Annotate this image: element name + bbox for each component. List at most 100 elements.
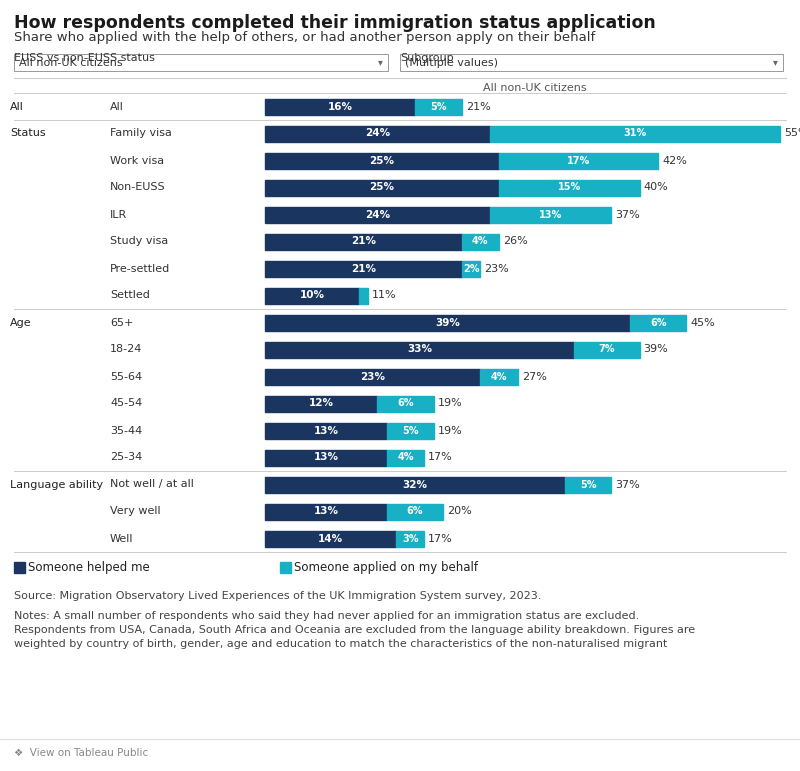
Bar: [265, 288, 358, 304]
Text: 17%: 17%: [567, 156, 590, 166]
Bar: [490, 207, 611, 223]
Text: Subgroup: Subgroup: [400, 53, 454, 63]
Text: 23%: 23%: [360, 372, 385, 382]
Bar: [462, 234, 499, 250]
Bar: [265, 180, 499, 196]
Bar: [396, 530, 424, 547]
Bar: [265, 423, 386, 439]
Text: Someone helped me: Someone helped me: [28, 561, 150, 574]
Text: Study visa: Study visa: [110, 237, 168, 247]
Text: 3%: 3%: [402, 534, 418, 544]
FancyBboxPatch shape: [14, 54, 388, 71]
Text: Non-EUSS: Non-EUSS: [110, 183, 166, 193]
Text: 11%: 11%: [372, 291, 397, 301]
Text: 45%: 45%: [690, 318, 715, 328]
Text: 6%: 6%: [650, 318, 666, 328]
Text: All: All: [110, 102, 124, 112]
Bar: [415, 99, 462, 115]
FancyBboxPatch shape: [400, 54, 783, 71]
Text: 40%: 40%: [643, 183, 668, 193]
Text: 2%: 2%: [462, 264, 479, 274]
Bar: [265, 207, 490, 223]
Text: 25-34: 25-34: [110, 453, 142, 463]
Text: 24%: 24%: [365, 129, 390, 139]
Text: All: All: [10, 102, 24, 112]
Text: 5%: 5%: [402, 426, 418, 436]
Text: 35-44: 35-44: [110, 426, 142, 436]
Bar: [565, 476, 611, 493]
Text: 42%: 42%: [662, 156, 687, 166]
Text: 13%: 13%: [314, 453, 338, 463]
Text: All non-UK citizens: All non-UK citizens: [483, 83, 587, 93]
Bar: [386, 449, 424, 466]
Text: 5%: 5%: [430, 102, 446, 112]
Bar: [378, 396, 434, 412]
Text: Language ability: Language ability: [10, 480, 103, 490]
Text: 12%: 12%: [309, 399, 334, 409]
Text: 14%: 14%: [318, 534, 343, 544]
Bar: [574, 342, 639, 358]
Text: Someone applied on my behalf: Someone applied on my behalf: [294, 561, 478, 574]
Text: 7%: 7%: [598, 345, 615, 355]
Text: 39%: 39%: [435, 318, 460, 328]
Text: Work visa: Work visa: [110, 156, 164, 166]
Bar: [280, 561, 291, 573]
Text: Family visa: Family visa: [110, 129, 172, 139]
Text: 37%: 37%: [615, 480, 640, 490]
Text: 4%: 4%: [398, 453, 414, 463]
Text: 21%: 21%: [466, 102, 490, 112]
Text: Well: Well: [110, 534, 134, 544]
Text: 13%: 13%: [314, 426, 338, 436]
Text: 21%: 21%: [351, 237, 376, 247]
Text: All non-UK citizens: All non-UK citizens: [19, 58, 122, 68]
Text: 17%: 17%: [428, 453, 453, 463]
Text: 5%: 5%: [580, 480, 596, 490]
Text: 13%: 13%: [539, 210, 562, 220]
Bar: [265, 99, 415, 115]
Bar: [265, 234, 462, 250]
Text: 55-64: 55-64: [110, 372, 142, 382]
Bar: [499, 153, 658, 169]
Text: Settled: Settled: [110, 291, 150, 301]
Text: 16%: 16%: [327, 102, 353, 112]
Text: 32%: 32%: [402, 480, 427, 490]
Bar: [490, 126, 780, 142]
Text: 15%: 15%: [558, 183, 581, 193]
Bar: [386, 423, 434, 439]
Text: (Multiple values): (Multiple values): [405, 58, 498, 68]
Bar: [265, 153, 499, 169]
Text: 27%: 27%: [522, 372, 546, 382]
Text: ▾: ▾: [378, 58, 382, 68]
Text: weighted by country of birth, gender, age and education to match the characteris: weighted by country of birth, gender, ag…: [14, 639, 667, 649]
Bar: [358, 288, 368, 304]
Bar: [265, 315, 630, 331]
Text: Notes: A small number of respondents who said they had never applied for an immi: Notes: A small number of respondents who…: [14, 611, 639, 621]
Text: ILR: ILR: [110, 210, 127, 220]
Text: 17%: 17%: [428, 534, 453, 544]
Bar: [265, 449, 386, 466]
Text: 6%: 6%: [406, 507, 423, 517]
Text: 4%: 4%: [472, 237, 489, 247]
Text: 6%: 6%: [398, 399, 414, 409]
Text: 19%: 19%: [438, 399, 462, 409]
Text: 20%: 20%: [447, 507, 472, 517]
Bar: [265, 369, 480, 385]
Text: Source: Migration Observatory Lived Experiences of the UK Immigration System sur: Source: Migration Observatory Lived Expe…: [14, 591, 542, 601]
Text: 45-54: 45-54: [110, 399, 142, 409]
Text: Share who applied with the help of others, or had another person apply on their : Share who applied with the help of other…: [14, 31, 595, 44]
Bar: [462, 261, 480, 277]
Bar: [499, 180, 639, 196]
Text: 65+: 65+: [110, 318, 134, 328]
Text: 4%: 4%: [491, 372, 507, 382]
Bar: [265, 126, 490, 142]
Bar: [265, 261, 462, 277]
Bar: [265, 476, 565, 493]
Text: ❖  View on Tableau Public: ❖ View on Tableau Public: [14, 748, 148, 758]
Bar: [480, 369, 518, 385]
Text: 21%: 21%: [351, 264, 376, 274]
Text: 24%: 24%: [365, 210, 390, 220]
Text: 37%: 37%: [615, 210, 640, 220]
Text: 31%: 31%: [623, 129, 646, 139]
Text: 26%: 26%: [503, 237, 528, 247]
Bar: [265, 503, 386, 520]
